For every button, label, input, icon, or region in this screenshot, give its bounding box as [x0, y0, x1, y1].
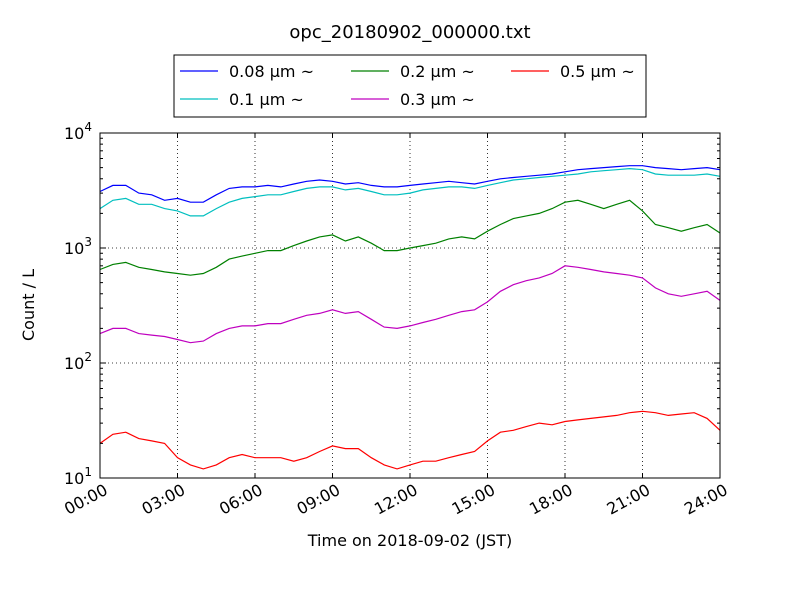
series-line-2 [99, 167, 721, 217]
grid-lines [100, 133, 720, 478]
plot-area-frame [99, 132, 721, 479]
legend: 0.08 μm ~ 0.1 μm ~ 0.2 μm ~ 0.3 μm ~ 0.5 μm … [173, 54, 647, 118]
chart-title: opc_20180902_000000.txt [289, 22, 530, 43]
y-tick-label: 101 [64, 465, 92, 488]
legend-label-5: 0.5 μm ~ [560, 62, 635, 81]
y-tick-labels: 101 102 103 104 [64, 120, 92, 488]
y-tick-label: 103 [64, 235, 92, 258]
y-tick-label: 102 [64, 350, 92, 373]
y-tick-label: 104 [64, 120, 92, 143]
x-axis-label: Time on 2018-09-02 (JST) [307, 531, 512, 550]
legend-label-2: 0.1 μm ~ [229, 90, 304, 109]
y-axis-label: Count / L [19, 269, 38, 341]
legend-label-1: 0.08 μm ~ [229, 62, 314, 81]
legend-label-4: 0.3 μm ~ [400, 90, 475, 109]
series-line-4 [99, 265, 721, 344]
series-line-1 [99, 165, 721, 203]
series-line-3 [99, 199, 721, 276]
legend-box [173, 54, 647, 118]
series-line-5 [99, 410, 721, 470]
series-lines [99, 165, 721, 470]
legend-label-3: 0.2 μm ~ [400, 62, 475, 81]
